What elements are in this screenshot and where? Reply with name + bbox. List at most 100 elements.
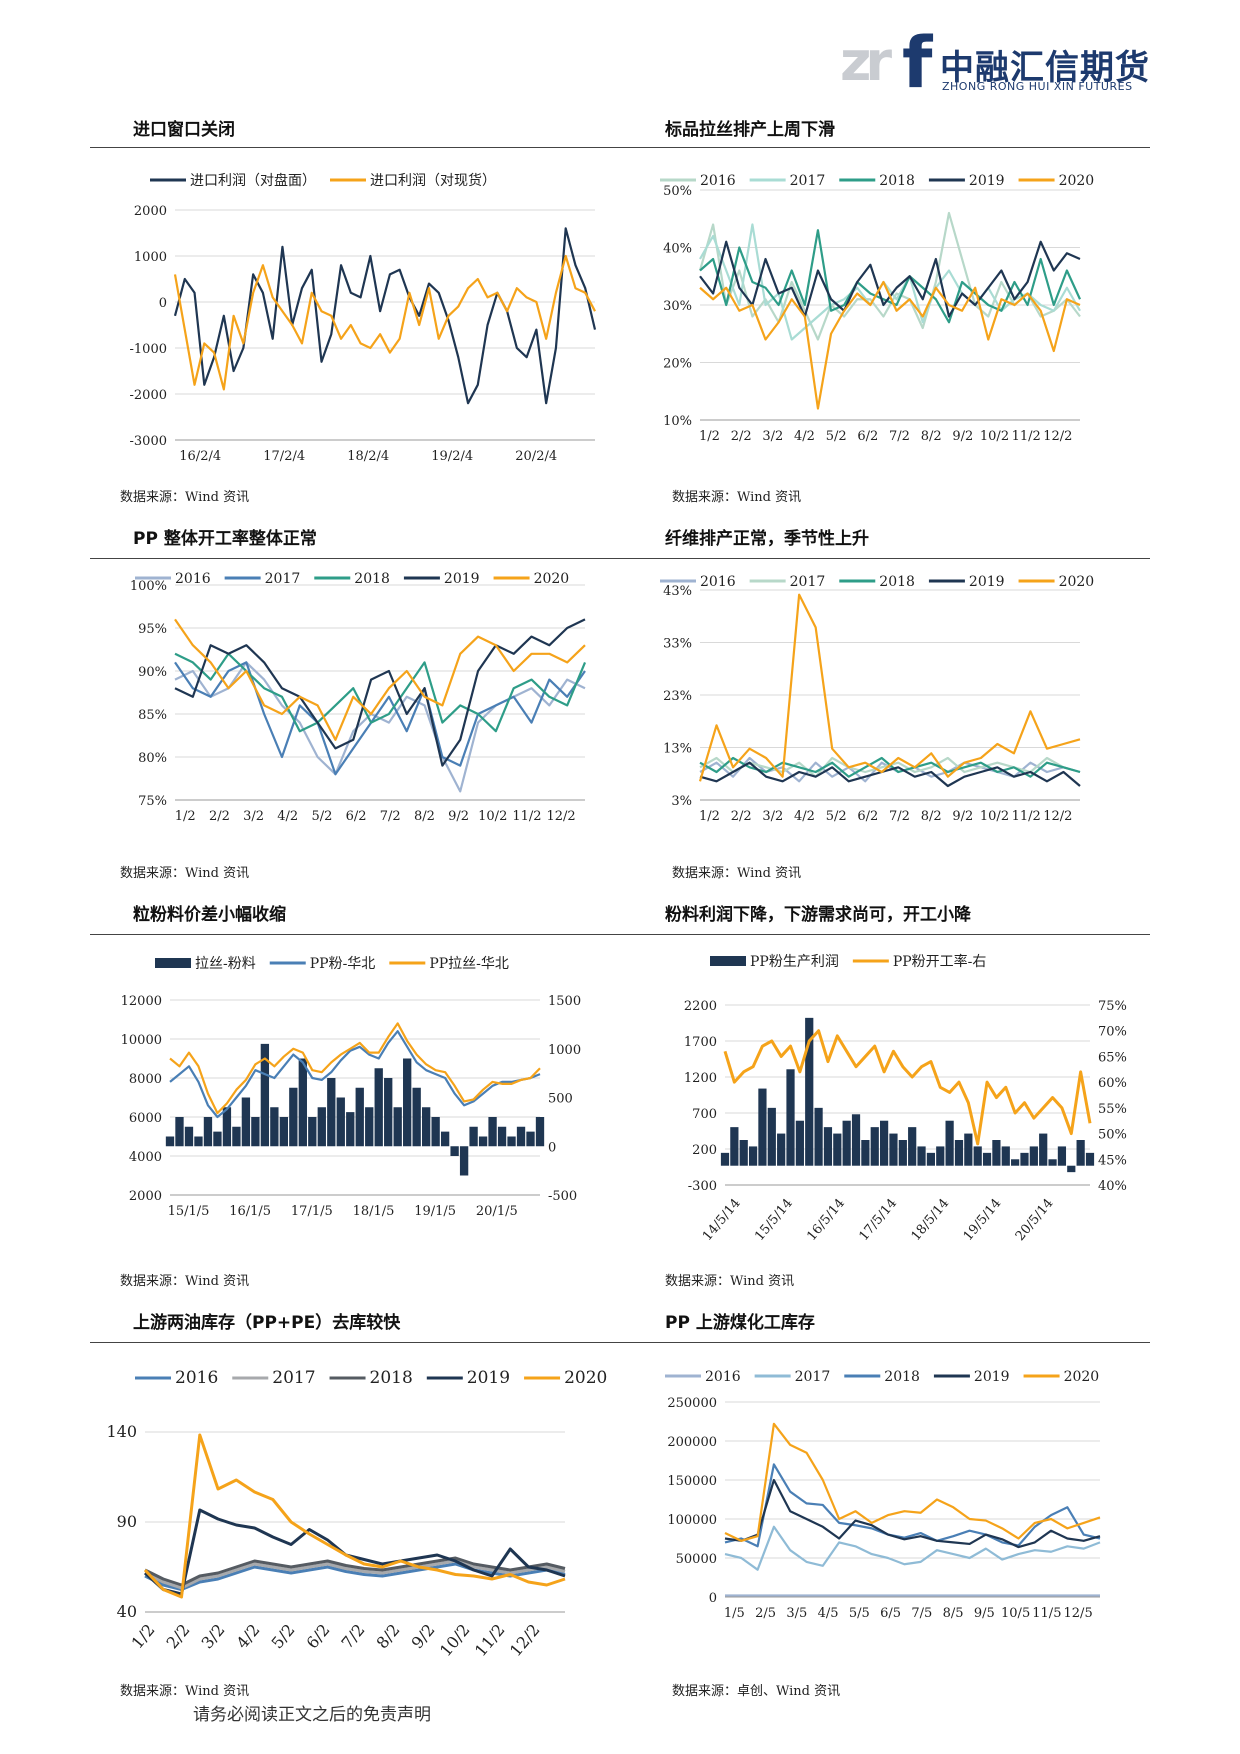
area-bar-拉丝-粉料 — [175, 1117, 184, 1147]
area-bar-PP粉生产利润 — [973, 1146, 982, 1166]
x-tick-label: 17/2/4 — [263, 449, 305, 464]
x-tick-label: 3/2 — [762, 809, 783, 824]
section-title: PP 上游煤化工库存 — [665, 1313, 815, 1333]
chart-powder-profit: 2200 1700 1200 700 200 -300 75% 70% 65% 60% 55% 50%… — [684, 953, 1127, 1244]
y-tick-label: 0 — [709, 1591, 717, 1606]
x-tick-label: 9/2 — [952, 429, 973, 444]
series-line — [723, 1029, 1092, 1146]
area-bar-拉丝-粉料 — [374, 1068, 383, 1147]
x-tick-label: 7/2 — [889, 809, 910, 824]
chart-fiber-schedule: 43% 33% 23% 13% 3% 1/2 2/2 3/2 4/2 5/2 6/2 7/2 8/2 9/… — [660, 574, 1094, 824]
x-tick-label: 5/2 — [267, 1620, 298, 1652]
area-bar-PP粉生产利润 — [861, 1140, 870, 1166]
source-note: 数据来源：Wind 资讯 — [120, 866, 250, 881]
area-bar-拉丝-粉料 — [478, 1136, 488, 1147]
y-tick-label-right: 40% — [1098, 1179, 1127, 1194]
x-tick-label: 15/1/5 — [168, 1204, 210, 1219]
y-tick-label-right: 75% — [1098, 999, 1127, 1014]
x-tick-label: 16/1/5 — [229, 1204, 271, 1219]
y-tick-label: 1000 — [134, 250, 167, 265]
series-line — [698, 593, 1081, 782]
x-tick-label: 9/2 — [952, 809, 973, 824]
x-tick-label: 4/5 — [818, 1606, 839, 1621]
area-bar-拉丝-粉料 — [203, 1117, 213, 1147]
series-line — [174, 652, 587, 733]
area-bar-PP粉生产利润 — [992, 1140, 1001, 1166]
x-tick-label: 1/5 — [724, 1606, 745, 1621]
y-tick-label: 250000 — [667, 1396, 717, 1411]
area-bar-拉丝-粉料 — [241, 1097, 251, 1147]
legend-label: 2018 — [354, 571, 390, 587]
area-bar-拉丝-粉料 — [222, 1107, 232, 1147]
x-tick-label: 10/2 — [478, 809, 507, 824]
y-tick-label: 100% — [130, 579, 167, 594]
area-bar-PP粉生产利润 — [1085, 1152, 1095, 1166]
x-tick-label: 7/5 — [911, 1606, 932, 1621]
x-tick-label: 18/2/4 — [347, 449, 389, 464]
logo-text-en: ZHONG RONG HUI XIN FUTURES — [942, 80, 1133, 93]
series-line — [143, 1433, 566, 1599]
x-tick-label: 11/2 — [512, 809, 541, 824]
section-title: 粒粉料价差小幅收缩 — [133, 905, 286, 925]
x-tick-label: 10/2 — [980, 809, 1009, 824]
legend-label: 2020 — [564, 1368, 607, 1388]
y-tick-label: 95% — [138, 622, 167, 637]
y-tick-label: 20% — [663, 357, 692, 372]
y-tick-label: 90% — [138, 665, 167, 680]
x-tick-label: 2/5 — [755, 1606, 776, 1621]
y-tick-label: 50% — [663, 184, 692, 199]
area-bar-拉丝-粉料 — [516, 1126, 526, 1147]
legend-label: 2019 — [444, 571, 480, 587]
x-tick-label: 2/2 — [162, 1620, 193, 1652]
area-bar-PP粉生产利润 — [1001, 1146, 1010, 1166]
area-bar-PP粉生产利润 — [889, 1133, 898, 1166]
x-tick-label: 5/2 — [826, 429, 847, 444]
x-tick-label: 5/2 — [826, 809, 847, 824]
x-tick-label: 15/5/14 — [752, 1196, 796, 1244]
legend-label: 2018 — [879, 574, 915, 590]
y-tick-label-right: 65% — [1098, 1050, 1127, 1065]
y-tick-label-right: 1000 — [548, 1043, 581, 1058]
area-bar-拉丝-粉料 — [251, 1117, 260, 1147]
legend-label: 2019 — [467, 1368, 510, 1388]
chart-upstream-inventory: 140 90 401/2 2/2 3/2 4/2 5/2 6/2 7/2 8/2 9/210/211… — [106, 1368, 607, 1660]
x-tick-label: 20/5/14 — [1013, 1196, 1057, 1244]
area-bar-拉丝-粉料 — [469, 1126, 478, 1147]
area-bar-拉丝-粉料 — [289, 1087, 298, 1147]
area-bar-拉丝-粉料 — [450, 1146, 459, 1156]
area-bar-PP粉生产利润 — [1011, 1159, 1020, 1166]
y-tick-label: 40 — [117, 1602, 137, 1621]
divider — [90, 558, 1150, 559]
x-tick-label: 3/2 — [762, 429, 783, 444]
section-title: 上游两油库存（PP+PE）去库较快 — [133, 1313, 401, 1333]
y-tick-label-right: 0 — [548, 1140, 556, 1155]
area-bar-拉丝-粉料 — [194, 1136, 203, 1147]
y-tick-label: 10000 — [121, 1033, 162, 1048]
legend-label: 2018 — [879, 173, 915, 189]
x-tick-label: 16/2/4 — [179, 449, 221, 464]
area-bar-PP粉生产利润 — [1076, 1140, 1085, 1166]
x-tick-label: 8/2 — [921, 809, 942, 824]
area-bar-PP粉生产利润 — [1067, 1165, 1076, 1173]
y-tick-label: 2200 — [684, 999, 717, 1014]
series-line — [174, 661, 586, 776]
y-tick-label: 13% — [663, 742, 692, 757]
series-line — [724, 1463, 1101, 1548]
area-bar-PP粉生产利润 — [879, 1120, 889, 1166]
section-title: 粉料利润下降，下游需求尚可，开工小降 — [665, 905, 971, 925]
y-tick-label: 700 — [692, 1107, 717, 1122]
legend-label: PP粉开工率-右 — [893, 953, 987, 970]
y-tick-label: -3000 — [130, 434, 167, 449]
source-note: 数据来源：Wind 资讯 — [672, 490, 802, 505]
area-bar-PP粉生产利润 — [748, 1146, 758, 1166]
area-bar-PP粉生产利润 — [954, 1140, 964, 1166]
divider — [90, 1342, 1150, 1343]
area-bar-PP粉生产利润 — [851, 1114, 861, 1166]
area-bar-PP粉生产利润 — [1029, 1146, 1038, 1166]
series-line — [699, 756, 1081, 783]
series-line — [173, 254, 596, 391]
y-tick-label: 6000 — [129, 1111, 162, 1126]
series-line — [699, 761, 1081, 788]
x-tick-label: 4/2 — [232, 1620, 263, 1652]
area-bar-拉丝-粉料 — [165, 1136, 175, 1147]
